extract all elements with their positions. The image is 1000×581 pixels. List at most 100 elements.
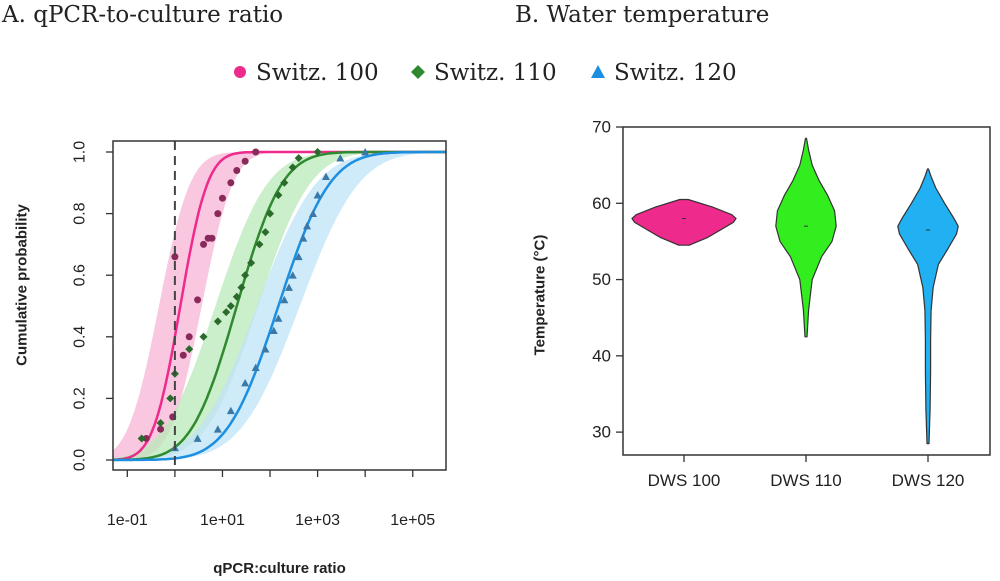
data-point-2-7 <box>213 317 222 326</box>
data-point-1-16 <box>252 148 260 156</box>
data-point-3-3 <box>213 425 222 433</box>
y-tick-label: 0.8 <box>72 202 89 224</box>
y-axis-ticks: 30 40 50 60 70 <box>592 118 623 442</box>
y-tick-label: 40 <box>592 346 611 365</box>
y-tick-label: 0.4 <box>72 326 89 348</box>
data-point-3-20 <box>361 148 370 156</box>
data-point-2-3 <box>166 394 175 403</box>
legend-marker-2 <box>411 65 425 79</box>
data-point-2-1 <box>137 434 146 443</box>
data-point-1-10 <box>208 234 216 242</box>
legend-label-3: Switz. 120 <box>614 60 737 86</box>
x-tick-label: 1e-01 <box>107 512 148 529</box>
data-point-3-12 <box>288 271 297 279</box>
x-tick-label: DWS 100 <box>648 471 721 490</box>
y-axis-label: Cumulative probability <box>14 204 31 366</box>
data-point-1-1 <box>142 434 150 442</box>
y-tick-label: 70 <box>592 118 611 137</box>
confidence-band-1 <box>113 152 446 460</box>
confidence-band-2 <box>113 152 446 460</box>
legend-marker-1 <box>234 66 246 78</box>
data-point-3-18 <box>321 172 330 181</box>
data-points <box>137 148 370 452</box>
legend-label-2: Switz. 110 <box>434 60 557 86</box>
data-point-3-14 <box>299 234 308 242</box>
data-point-2-21 <box>313 148 322 156</box>
fit-curve-3 <box>113 150 446 462</box>
x-axis-ticks: DWS 100 DWS 110 DWS 120 <box>648 455 965 490</box>
data-point-3-7 <box>261 345 270 353</box>
x-tick-label: DWS 110 <box>770 471 842 490</box>
y-axis-ticks: 0.0 0.2 0.4 0.6 0.8 1.0 <box>72 141 113 471</box>
data-point-2-18 <box>280 178 289 187</box>
y-tick-label: 50 <box>592 270 611 289</box>
data-point-1-12 <box>218 194 226 202</box>
fit-curves <box>112 150 446 462</box>
data-point-1-8 <box>200 240 208 248</box>
data-point-3-11 <box>284 283 293 291</box>
data-point-1-15 <box>241 157 249 165</box>
x-axis-ticks: 1e-01 1e+01 1e+03 1e+05 <box>107 470 435 529</box>
violins <box>631 137 959 445</box>
data-point-2-5 <box>185 345 194 354</box>
x-tick-label: 1e+01 <box>200 512 245 529</box>
y-tick-label: 30 <box>592 423 611 442</box>
data-point-3-10 <box>280 295 289 304</box>
x-tick-label: 1e+03 <box>295 512 340 529</box>
x-axis-label: qPCR:culture ratio <box>213 560 346 577</box>
data-point-2-9 <box>226 302 235 310</box>
data-point-1-13 <box>227 179 235 187</box>
data-point-2-10 <box>232 292 241 301</box>
data-point-1-5 <box>179 351 187 359</box>
y-tick-label: 1.0 <box>72 141 89 163</box>
violin-3 <box>897 168 959 445</box>
data-point-1-7 <box>194 296 202 304</box>
y-tick-label: 0.6 <box>72 264 89 286</box>
data-point-3-15 <box>303 221 312 230</box>
data-point-2-11 <box>237 283 246 292</box>
data-point-2-19 <box>288 163 297 172</box>
violin-2 <box>775 137 837 338</box>
legend-marker-3 <box>591 65 605 78</box>
plot-frame <box>112 140 447 471</box>
data-point-3-16 <box>308 209 317 217</box>
y-tick-label: 0.2 <box>72 387 89 409</box>
data-point-3-8 <box>269 326 278 335</box>
y-tick-label: 60 <box>592 194 611 213</box>
data-point-1-14 <box>233 166 241 174</box>
data-point-2-2 <box>156 419 165 428</box>
panel-a-cdf-plot: 1e-01 1e+01 1e+03 1e+05 0.00.20.40.60.81.0 … <box>14 140 447 577</box>
data-point-3-4 <box>226 406 235 415</box>
x-tick-label: DWS 120 <box>892 471 965 490</box>
data-point-2-16 <box>266 209 275 218</box>
data-point-3-6 <box>251 363 260 371</box>
y-axis-label: Temperature (°C) <box>532 235 549 356</box>
data-point-1-6 <box>185 333 193 341</box>
legend-label-1: Switz. 100 <box>256 60 379 86</box>
panel-b-violin-plot: DWS 100 DWS 110 DWS 120 30 40 50 60 70 Tempera… <box>532 118 991 490</box>
data-point-3-19 <box>336 154 345 162</box>
data-point-2-20 <box>294 154 303 163</box>
x-tick-label: 1e+05 <box>390 512 435 529</box>
data-point-2-12 <box>241 271 250 280</box>
y-tick-label: 0.0 <box>72 449 89 471</box>
data-point-1-11 <box>214 210 222 218</box>
panel-a-title: A. qPCR-to-culture ratio <box>1 2 283 28</box>
data-point-1-4 <box>171 253 179 261</box>
data-point-2-17 <box>274 191 283 200</box>
data-point-3-9 <box>274 314 283 322</box>
data-point-3-5 <box>241 379 250 387</box>
data-point-2-14 <box>255 240 264 249</box>
data-point-2-8 <box>222 308 231 317</box>
data-point-2-13 <box>247 258 256 267</box>
data-point-1-2 <box>157 425 165 433</box>
data-point-3-2 <box>193 434 202 442</box>
data-point-2-15 <box>261 228 270 237</box>
violin-1 <box>631 198 737 246</box>
data-point-3-17 <box>313 191 322 199</box>
data-point-2-6 <box>199 332 208 341</box>
panel-b-title: B. Water temperature <box>515 2 769 28</box>
data-point-3-13 <box>294 252 303 261</box>
legend: Switz. 100 Switz. 110 Switz. 120 <box>234 60 737 86</box>
